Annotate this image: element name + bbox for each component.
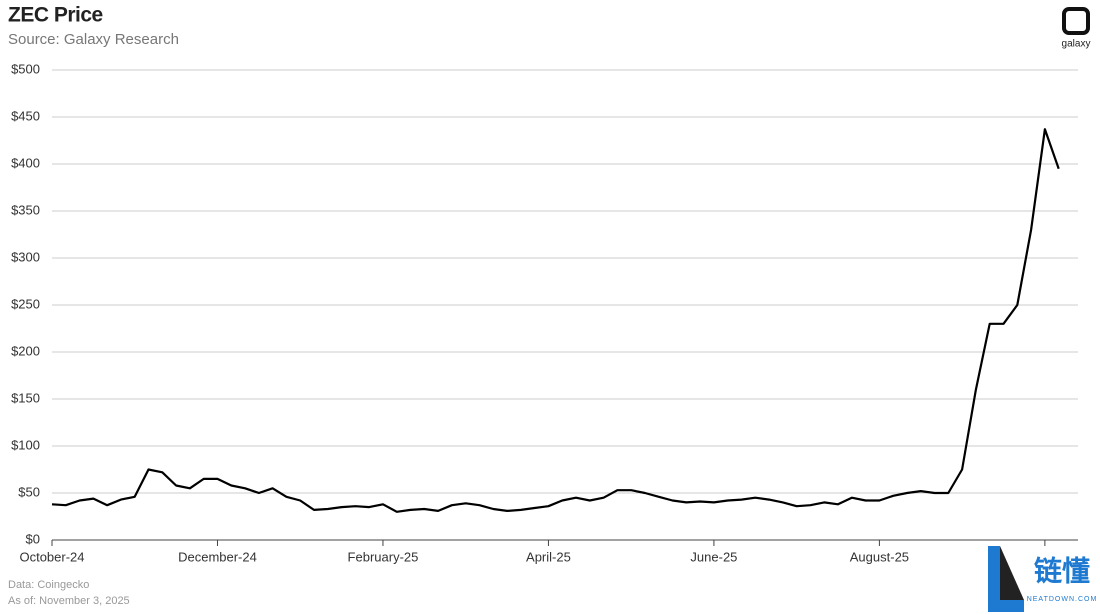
logo-mark: [1062, 7, 1090, 35]
x-tick-label: February-25: [348, 549, 419, 564]
chart-title: ZEC Price: [8, 4, 103, 27]
x-tick-label: April-25: [526, 549, 571, 564]
y-tick-label: $50: [18, 484, 40, 499]
y-tick-label: $450: [11, 108, 40, 123]
watermark-text: 链懂: [1034, 555, 1090, 586]
footnote: As of: November 3, 2025: [8, 595, 130, 607]
x-tick-label: August-25: [850, 549, 909, 564]
x-tick-label: June-25: [690, 549, 737, 564]
y-tick-label: $0: [26, 531, 40, 546]
x-tick-label: December-24: [178, 549, 257, 564]
price-line: [51, 128, 1060, 513]
chart-subtitle: Source: Galaxy Research: [8, 31, 179, 48]
watermark-logo: [988, 546, 1024, 612]
x-tick-label: October-24: [19, 549, 84, 564]
y-tick-label: $500: [11, 61, 40, 76]
y-tick-label: $150: [11, 390, 40, 405]
y-tick-label: $400: [11, 155, 40, 170]
y-tick-label: $200: [11, 343, 40, 358]
footnote: Data: Coingecko: [8, 579, 89, 591]
y-tick-label: $100: [11, 437, 40, 452]
logo-text: galaxy: [1062, 39, 1091, 50]
y-tick-label: $250: [11, 296, 40, 311]
watermark: 链懂 NEATDOWN.COM: [988, 546, 1098, 612]
y-tick-label: $300: [11, 249, 40, 264]
watermark-logo: [1000, 546, 1024, 600]
y-tick-label: $350: [11, 202, 40, 217]
watermark-url: NEATDOWN.COM: [1027, 596, 1098, 603]
